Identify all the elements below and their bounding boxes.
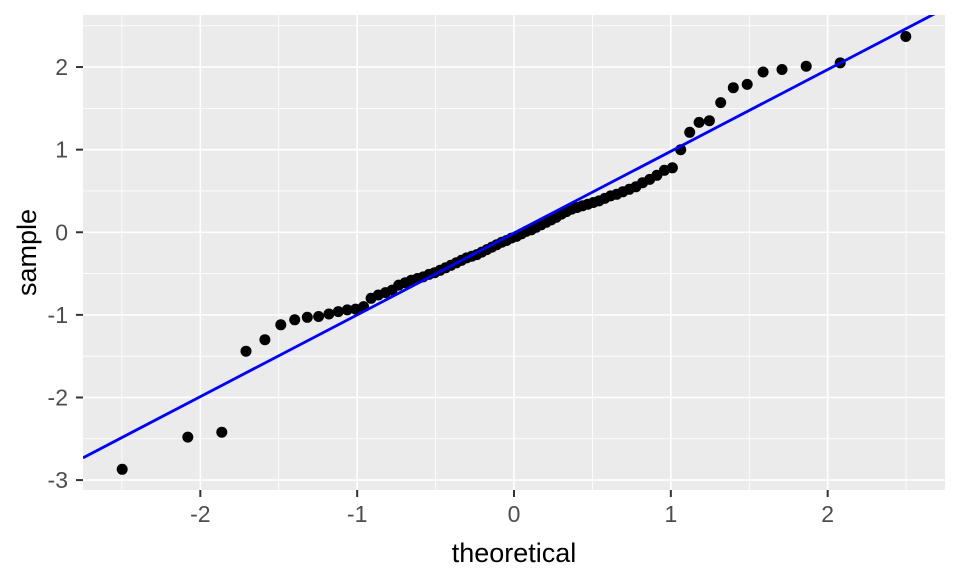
qq-point <box>800 60 812 72</box>
x-tick-label: 1 <box>664 501 677 527</box>
qq-point <box>900 31 912 42</box>
qq-point <box>289 314 301 326</box>
qq-point <box>240 345 252 357</box>
x-tick-label: 2 <box>821 501 834 527</box>
qq-point <box>216 426 228 438</box>
qq-point <box>259 334 271 346</box>
y-tick-label: -1 <box>48 302 68 328</box>
y-axis-title: sample <box>12 209 42 296</box>
qq-point <box>182 431 194 443</box>
qq-point <box>776 64 788 75</box>
qq-point <box>323 308 335 320</box>
qq-point <box>693 116 705 128</box>
x-tick-label: -2 <box>190 501 210 527</box>
qq-point <box>666 162 678 174</box>
x-axis-title: theoretical <box>452 538 577 568</box>
qq-point <box>116 463 128 475</box>
qq-point <box>715 97 727 109</box>
y-tick-label: 1 <box>55 137 68 163</box>
qq-point <box>741 78 753 90</box>
qq-point <box>301 311 313 323</box>
x-tick-label: 0 <box>508 501 521 527</box>
qq-point <box>727 82 739 94</box>
major-gridlines <box>83 15 945 490</box>
qq-point <box>684 126 696 138</box>
y-tick-label: 2 <box>55 54 68 80</box>
qq-point <box>275 319 287 331</box>
qq-point <box>313 311 325 322</box>
reference-line <box>83 15 936 460</box>
axis-tick-marks <box>76 66 829 497</box>
x-tick-label: -1 <box>347 501 367 527</box>
qq-point <box>757 66 769 78</box>
qq-point <box>703 115 715 127</box>
axis-tick-labels: -2 -1 0 1 2 -3 -2 -1 0 1 2 <box>48 54 835 527</box>
y-tick-label: -3 <box>48 467 68 493</box>
qq-point <box>341 304 353 316</box>
qq-reference-line <box>83 15 936 460</box>
y-tick-label: 0 <box>55 219 68 245</box>
y-tick-label: -2 <box>48 384 68 410</box>
qq-point <box>332 306 344 318</box>
